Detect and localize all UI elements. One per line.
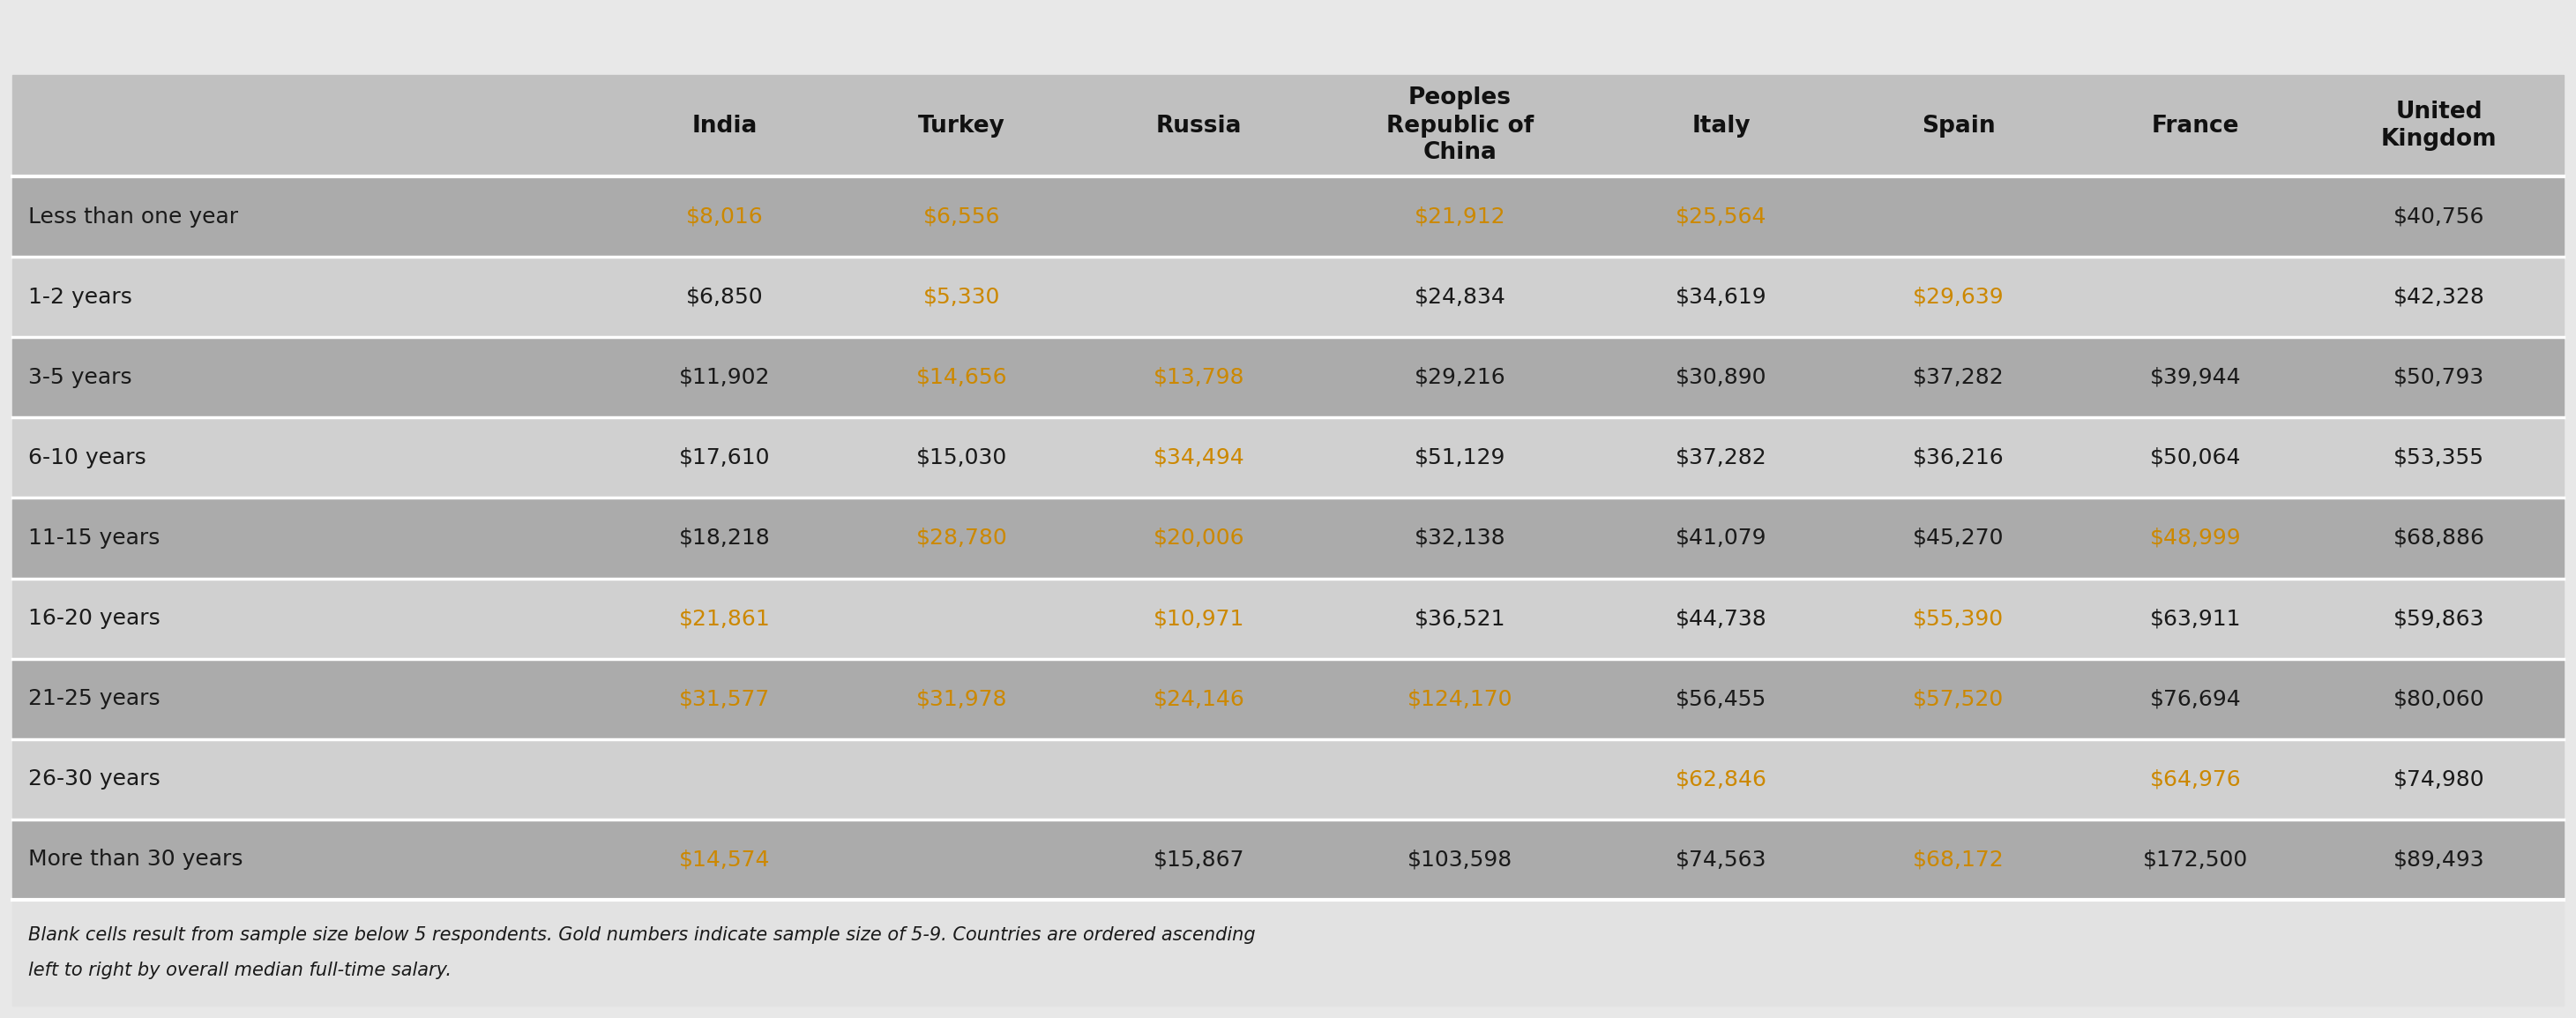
Text: $20,006: $20,006	[1154, 527, 1244, 549]
Text: $57,520: $57,520	[1914, 688, 2004, 710]
Text: $55,390: $55,390	[1914, 608, 2004, 629]
Text: Blank cells result from sample size below 5 respondents. Gold numbers indicate s: Blank cells result from sample size belo…	[28, 926, 1255, 944]
Text: 6-10 years: 6-10 years	[28, 447, 147, 468]
Text: $5,330: $5,330	[922, 286, 999, 307]
Text: $14,656: $14,656	[917, 366, 1007, 388]
Text: $37,282: $37,282	[1674, 447, 1767, 468]
Text: $6,850: $6,850	[685, 286, 762, 307]
Bar	[13, 578, 2563, 659]
Text: 3-5 years: 3-5 years	[28, 366, 131, 388]
Bar	[13, 659, 2563, 739]
Text: $34,494: $34,494	[1154, 447, 1244, 468]
Text: $18,218: $18,218	[677, 527, 770, 549]
Text: $40,756: $40,756	[2393, 206, 2486, 227]
Text: $29,639: $29,639	[1914, 286, 2004, 307]
Text: $21,861: $21,861	[677, 608, 770, 629]
Bar	[13, 176, 2563, 257]
Text: $76,694: $76,694	[2151, 688, 2241, 710]
Text: $24,146: $24,146	[1154, 688, 1244, 710]
Text: $28,780: $28,780	[917, 527, 1007, 549]
Text: $6,556: $6,556	[922, 206, 999, 227]
Text: $32,138: $32,138	[1414, 527, 1507, 549]
Text: $124,170: $124,170	[1406, 688, 1512, 710]
Text: $31,978: $31,978	[917, 688, 1007, 710]
Text: $41,079: $41,079	[1674, 527, 1767, 549]
Bar	[13, 417, 2563, 498]
Text: $89,493: $89,493	[2393, 849, 2486, 870]
Text: $13,798: $13,798	[1154, 366, 1244, 388]
Text: $59,863: $59,863	[2393, 608, 2486, 629]
Text: $36,216: $36,216	[1914, 447, 2004, 468]
Text: $63,911: $63,911	[2151, 608, 2241, 629]
Text: Spain: Spain	[1922, 114, 1996, 137]
Text: 1-2 years: 1-2 years	[28, 286, 131, 307]
Text: $15,867: $15,867	[1154, 849, 1244, 870]
Text: $48,999: $48,999	[2151, 527, 2241, 549]
Text: $25,564: $25,564	[1674, 206, 1767, 227]
Bar	[13, 257, 2563, 337]
Text: $50,793: $50,793	[2393, 366, 2486, 388]
Bar	[13, 819, 2563, 900]
Text: $17,610: $17,610	[677, 447, 770, 468]
Text: Turkey: Turkey	[917, 114, 1005, 137]
Text: $39,944: $39,944	[2151, 366, 2241, 388]
Text: $15,030: $15,030	[917, 447, 1007, 468]
Text: $14,574: $14,574	[677, 849, 770, 870]
Text: $10,971: $10,971	[1154, 608, 1244, 629]
Text: France: France	[2151, 114, 2239, 137]
Text: $21,912: $21,912	[1414, 206, 1507, 227]
Text: 26-30 years: 26-30 years	[28, 769, 160, 790]
Text: $11,902: $11,902	[677, 366, 770, 388]
Text: $8,016: $8,016	[685, 206, 762, 227]
Text: More than 30 years: More than 30 years	[28, 849, 242, 870]
Text: 16-20 years: 16-20 years	[28, 608, 160, 629]
Text: $24,834: $24,834	[1414, 286, 1507, 307]
Bar	[13, 337, 2563, 417]
Text: $62,846: $62,846	[1674, 769, 1767, 790]
Text: $53,355: $53,355	[2393, 447, 2483, 468]
Bar	[13, 498, 2563, 578]
Text: left to right by overall median full-time salary.: left to right by overall median full-tim…	[28, 962, 451, 979]
Text: Peoples
Republic of
China: Peoples Republic of China	[1386, 87, 1533, 165]
Text: $42,328: $42,328	[2393, 286, 2486, 307]
Text: $37,282: $37,282	[1914, 366, 2004, 388]
Bar	[13, 75, 2563, 176]
Text: Italy: Italy	[1692, 114, 1752, 137]
Bar	[13, 739, 2563, 819]
Text: $44,738: $44,738	[1674, 608, 1767, 629]
Text: 11-15 years: 11-15 years	[28, 527, 160, 549]
Text: $29,216: $29,216	[1414, 366, 1507, 388]
Text: $68,886: $68,886	[2393, 527, 2486, 549]
Text: $74,980: $74,980	[2393, 769, 2486, 790]
Text: Russia: Russia	[1157, 114, 1242, 137]
Bar	[13, 900, 2563, 1006]
Text: $51,129: $51,129	[1414, 447, 1504, 468]
Text: India: India	[690, 114, 757, 137]
Text: $45,270: $45,270	[1914, 527, 2004, 549]
Text: United
Kingdom: United Kingdom	[2380, 101, 2496, 151]
Text: $74,563: $74,563	[1674, 849, 1767, 870]
Text: $103,598: $103,598	[1406, 849, 1512, 870]
Text: $50,064: $50,064	[2151, 447, 2241, 468]
Text: $68,172: $68,172	[1914, 849, 2004, 870]
Text: 21-25 years: 21-25 years	[28, 688, 160, 710]
Text: $34,619: $34,619	[1674, 286, 1767, 307]
Text: $172,500: $172,500	[2143, 849, 2249, 870]
Text: $56,455: $56,455	[1674, 688, 1767, 710]
Text: $64,976: $64,976	[2151, 769, 2241, 790]
Text: $31,577: $31,577	[680, 688, 770, 710]
Text: $80,060: $80,060	[2393, 688, 2486, 710]
Text: Less than one year: Less than one year	[28, 206, 237, 227]
Text: $36,521: $36,521	[1414, 608, 1507, 629]
Text: $30,890: $30,890	[1674, 366, 1767, 388]
